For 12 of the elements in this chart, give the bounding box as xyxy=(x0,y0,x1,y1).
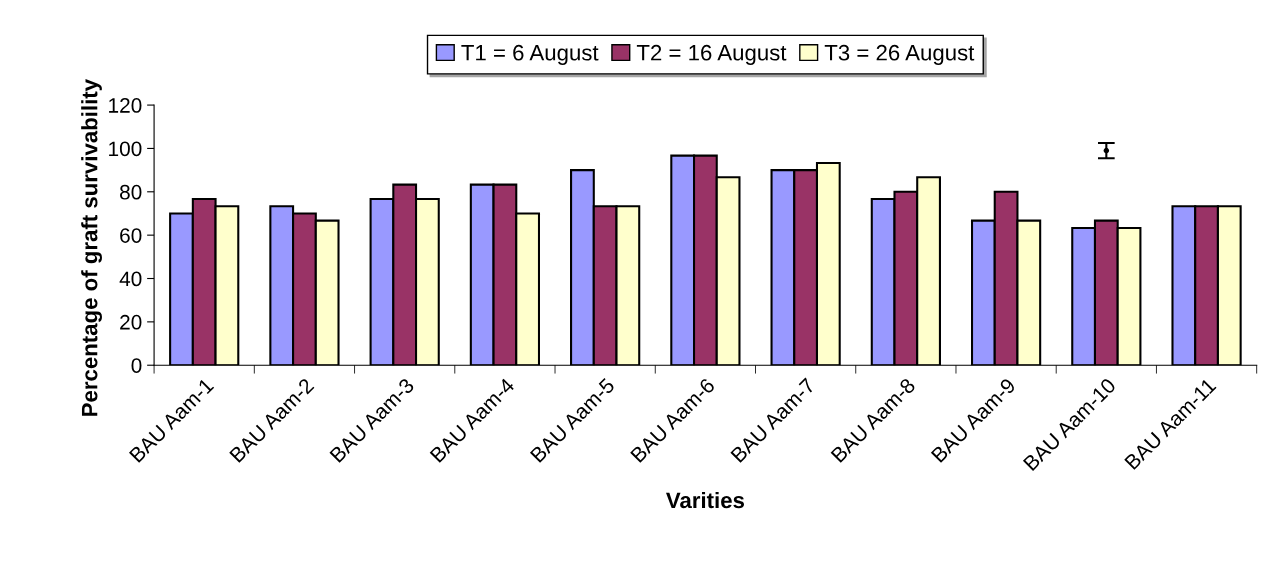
y-tick-label: 20 xyxy=(120,314,142,330)
legend-label: T3 = 26 August xyxy=(824,44,975,65)
y-tick-label: 60 xyxy=(120,228,142,243)
legend-label: T2 = 16 August xyxy=(636,44,787,65)
y-tick-label: 120 xyxy=(109,98,142,113)
y-tick-label: 0 xyxy=(131,358,142,373)
y-tick-label: 80 xyxy=(120,184,142,200)
legend-label: T1 = 6 August xyxy=(461,44,599,65)
y-tick-label: 100 xyxy=(109,141,142,157)
y-axis-title: Percentage of graft survivability xyxy=(81,79,102,416)
y-tick-label: 40 xyxy=(119,271,142,287)
x-axis-title: Varities xyxy=(666,491,745,509)
